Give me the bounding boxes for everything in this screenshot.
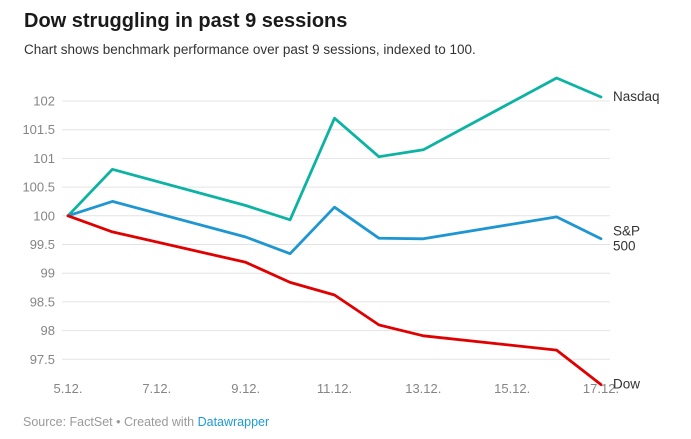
series-label-dow: Dow [613, 377, 640, 392]
x-axis-tick-label: 7.12. [142, 381, 171, 396]
x-axis-tick-label: 11.12. [317, 381, 352, 396]
chart-subtitle: Chart shows benchmark performance over p… [24, 42, 476, 57]
series-label-s-p-500: 500 [613, 238, 636, 253]
x-axis-tick-label: 15.12. [494, 381, 530, 396]
y-axis-tick-label: 102 [33, 94, 55, 109]
y-axis-tick-label: 98.5 [30, 294, 55, 309]
x-axis-tick-label: 13.12. [405, 381, 441, 396]
y-axis-tick-label: 98 [41, 323, 55, 338]
dow-line [66, 214, 603, 387]
y-axis-tick-label: 101.5 [22, 122, 55, 137]
y-axis-tick-label: 100 [33, 208, 55, 223]
datawrapper-link[interactable]: Datawrapper [197, 415, 270, 429]
series-label-nasdaq: Nasdaq [613, 89, 660, 104]
x-axis-tick-label: 5.12. [54, 381, 83, 396]
y-axis-labels: 97.5 98 98.5 99 99.5 100 100.5 101 101.5 102 [22, 94, 55, 367]
x-axis-tick-label: 17.12. [583, 381, 619, 396]
gridlines [62, 100, 610, 360]
y-axis-tick-label: 101 [33, 151, 55, 166]
s-p-500-line [66, 199, 603, 256]
x-axis-labels: 5.12. 7.12. 9.12. 11.12. 13.12. 15.12. 17.12. [54, 381, 620, 396]
y-axis-tick-label: 100.5 [22, 180, 55, 195]
y-axis-tick-label: 97.5 [30, 352, 55, 367]
nasdaq-line [66, 76, 603, 222]
y-axis-tick-label: 99 [41, 266, 55, 281]
series-lines [66, 76, 603, 387]
series-label-s-p-500: S&P [613, 223, 640, 238]
footer-source-text: Source: FactSet • Created with [23, 415, 198, 429]
footer-attribution: Source: FactSet • Created with Datawrapp… [23, 414, 269, 431]
x-axis-tick-label: 9.12. [231, 381, 260, 396]
y-axis-tick-label: 99.5 [30, 237, 55, 252]
chart-title: Dow struggling in past 9 sessions [24, 10, 348, 32]
